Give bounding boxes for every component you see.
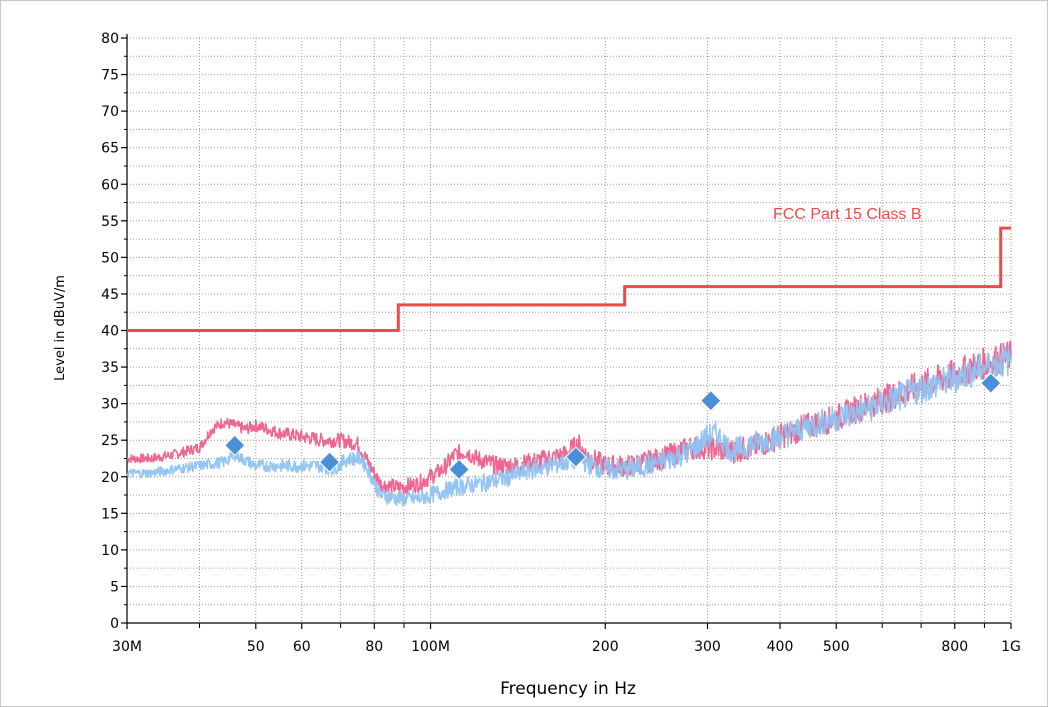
x-axis-label: Frequency in Hz: [500, 679, 636, 699]
x-tick-label: 80: [365, 639, 383, 655]
x-tick-label: 500: [823, 639, 850, 655]
y-tick-label: 40: [101, 324, 119, 340]
y-tick-label: 75: [101, 68, 119, 84]
peak-marker: [980, 372, 1002, 394]
y-tick-label: 10: [101, 543, 119, 559]
y-axis-label: Level in dBuV/m: [53, 275, 68, 381]
y-tick-label: 30: [101, 397, 119, 413]
y-tick-label: 25: [101, 433, 119, 449]
y-tick-label: 45: [101, 287, 119, 303]
y-tick-label: 55: [101, 214, 119, 230]
limit-line-label: FCC Part 15 Class B: [773, 206, 921, 223]
series-group: [126, 340, 1012, 507]
x-tick-label: 60: [293, 639, 311, 655]
y-tick-label: 20: [101, 470, 119, 486]
y-tick-label: 70: [101, 104, 119, 120]
y-tick-label: 65: [101, 141, 119, 157]
y-tick-label: 15: [101, 506, 119, 522]
x-tick-label: 800: [941, 639, 968, 655]
x-tick-label: 30M: [112, 639, 142, 655]
limit-line: [127, 226, 1011, 332]
peak-marker: [448, 458, 470, 481]
x-tick-label: 300: [694, 639, 721, 655]
trace-0: [126, 340, 1012, 495]
peak-marker: [318, 451, 341, 473]
x-tick-label: 400: [767, 639, 794, 655]
x-tick-label: 50: [247, 639, 265, 655]
x-tick-label: 200: [592, 639, 619, 655]
y-tick-label: 0: [110, 616, 119, 632]
x-tick-label: 100M: [411, 639, 450, 655]
y-tick-label: 35: [101, 360, 119, 376]
peak-marker: [700, 389, 722, 412]
x-tick-label: 1G: [1001, 639, 1021, 655]
y-tick-label: 60: [101, 177, 119, 193]
peak-marker: [224, 434, 246, 457]
peak-marker: [565, 446, 587, 468]
y-tick-label: 5: [110, 579, 119, 595]
markers-group: [224, 372, 1002, 481]
trace-1: [126, 346, 1012, 507]
y-tick-label: 80: [101, 31, 119, 47]
axes: [121, 34, 1012, 629]
tick-labels: 0 5 10 15 20 25 30 35 40 45 50 55 60 65 70 75 80 30M 50 60 8…: [101, 31, 1021, 655]
y-tick-label: 50: [101, 250, 119, 266]
limit-line-group: [127, 226, 1011, 332]
grid: [127, 37, 1012, 623]
